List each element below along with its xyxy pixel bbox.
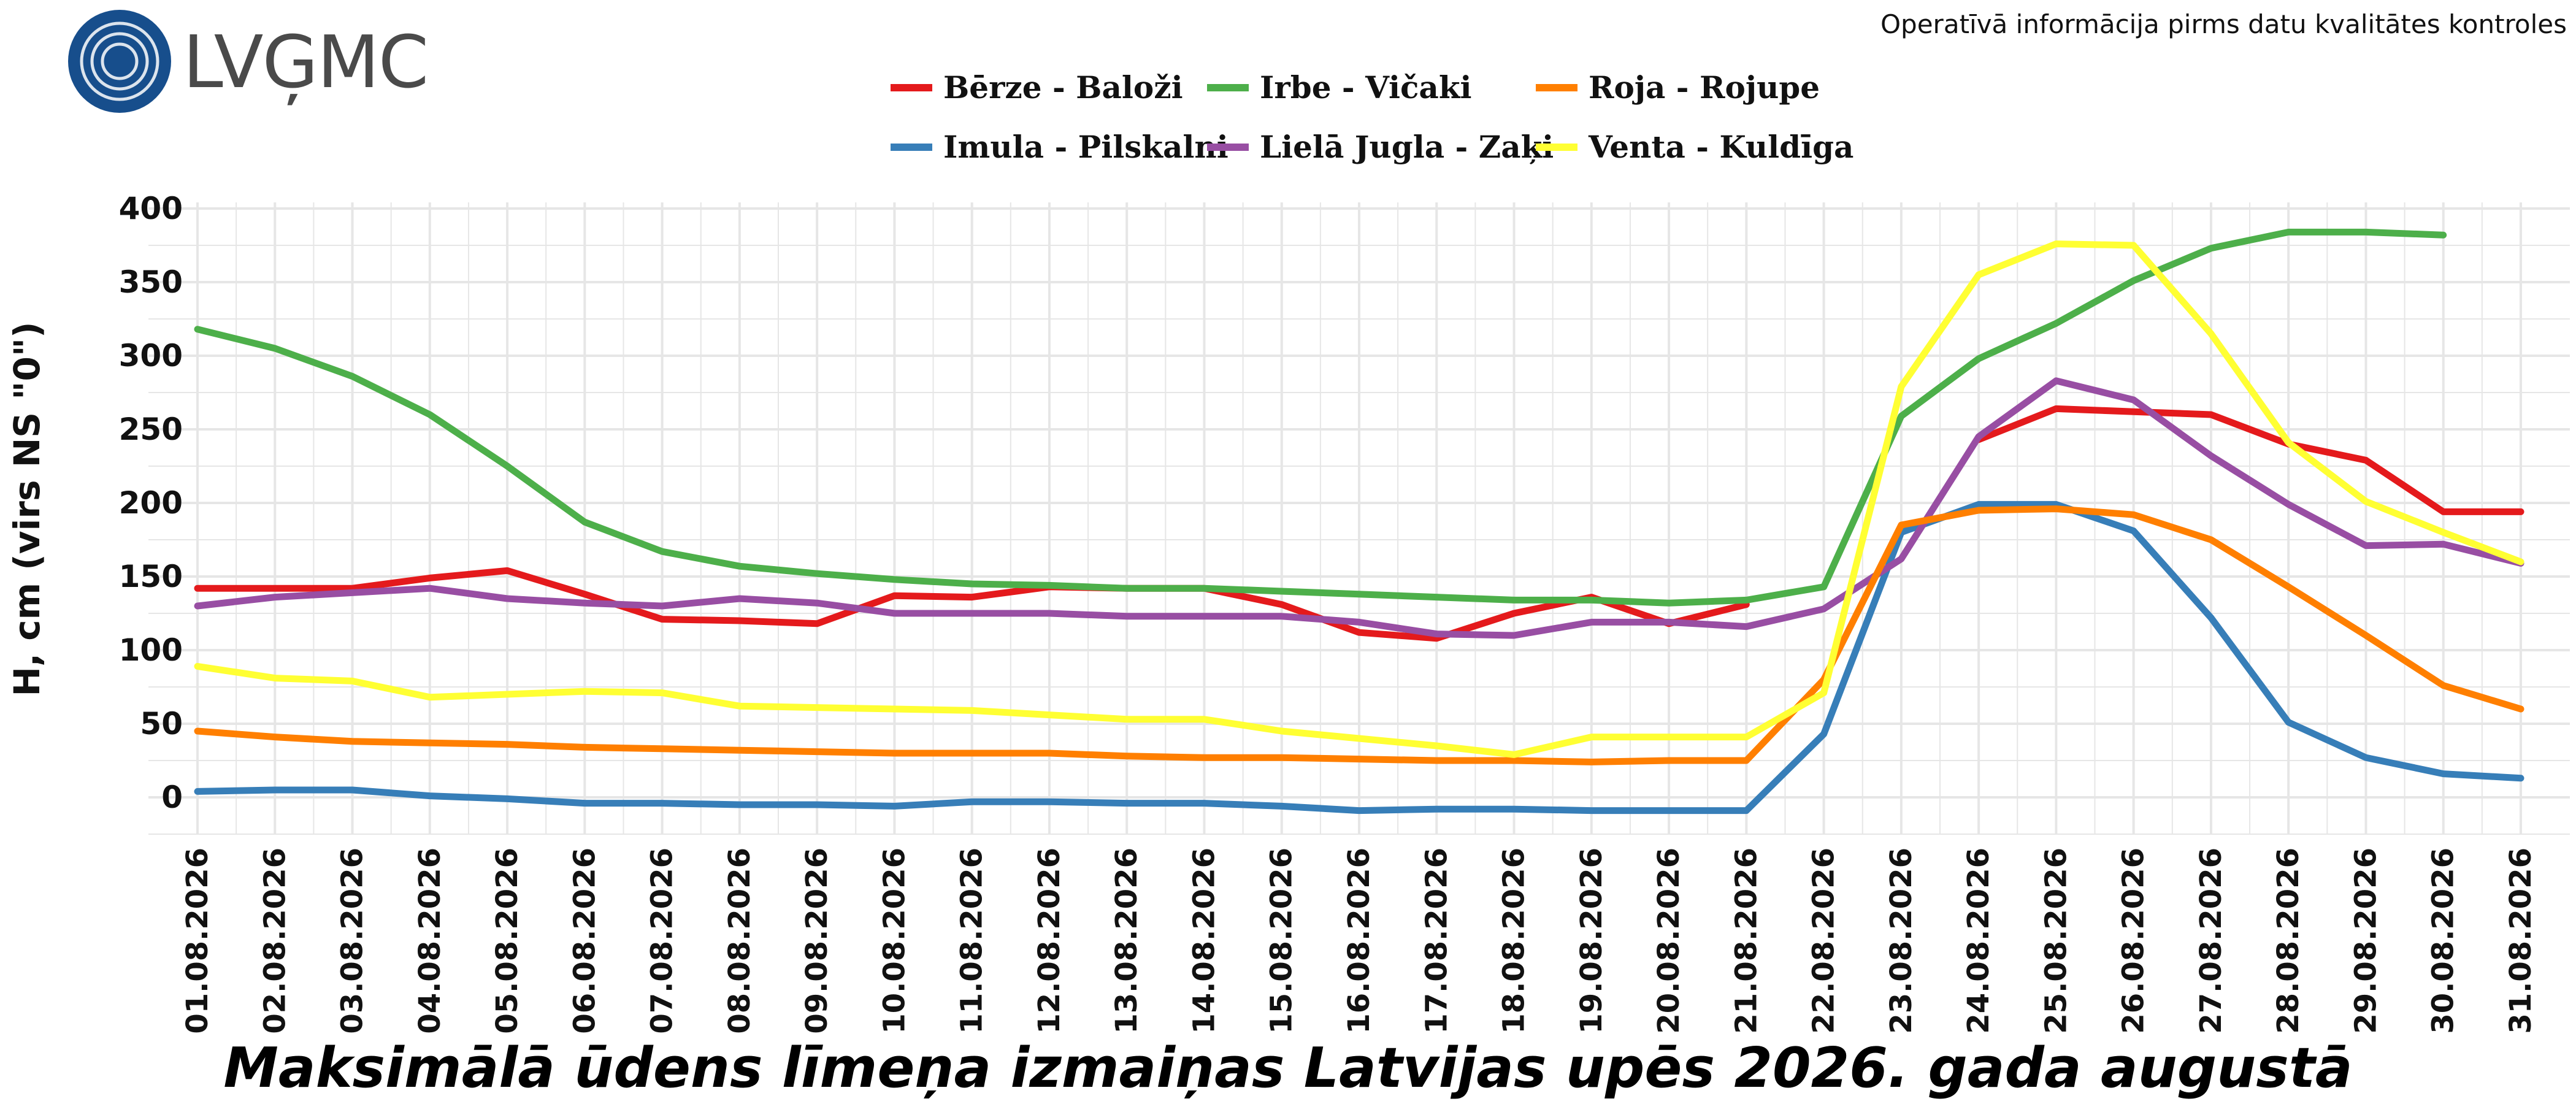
- x-tick-label: 22.08.2026: [1807, 848, 1841, 1034]
- chart-series: [194, 228, 2524, 815]
- x-tick-label: 10.08.2026: [877, 848, 911, 1034]
- x-tick-label: 17.08.2026: [1419, 848, 1454, 1034]
- legend-item: Venta - Kuldīga: [1536, 129, 1853, 165]
- x-tick-label: 28.08.2026: [2271, 848, 2306, 1034]
- y-tick-label: 0: [161, 780, 183, 815]
- legend-item: Imula - Pilskalni: [891, 129, 1229, 165]
- x-tick-label: 15.08.2026: [1265, 848, 1299, 1034]
- legend-label: Bērze - Baloži: [943, 69, 1183, 105]
- x-tick-label: 12.08.2026: [1032, 848, 1067, 1034]
- x-tick-label: 31.08.2026: [2504, 848, 2538, 1034]
- x-tick-label: 23.08.2026: [1884, 848, 1919, 1034]
- x-tick-label: 30.08.2026: [2426, 848, 2461, 1034]
- y-tick-label: 100: [119, 632, 183, 668]
- x-tick-label: 18.08.2026: [1497, 848, 1531, 1034]
- x-tick-label: 04.08.2026: [413, 848, 447, 1034]
- x-tick-label: 01.08.2026: [180, 848, 215, 1034]
- x-tick-label: 08.08.2026: [723, 848, 757, 1034]
- y-axis-label: H, cm (virs NS "0"): [6, 321, 48, 696]
- legend-label: Imula - Pilskalni: [943, 129, 1229, 165]
- series-line-4: [194, 377, 2524, 639]
- x-tick-label: 07.08.2026: [645, 848, 680, 1034]
- x-tick-label: 13.08.2026: [1110, 848, 1144, 1034]
- y-axis: 0 50 100 150 200 250 300 350 400: [119, 191, 183, 815]
- chart-legend: Bērze - Baloži Imula - Pilskalni Irbe - Vi…: [891, 69, 1853, 165]
- y-tick-label: 250: [119, 412, 183, 447]
- y-tick-label: 300: [119, 338, 183, 374]
- legend-label: Venta - Kuldīga: [1588, 129, 1853, 165]
- y-tick-label: 350: [119, 264, 183, 300]
- x-tick-label: 27.08.2026: [2194, 848, 2228, 1034]
- x-tick-label: 25.08.2026: [2039, 848, 2073, 1034]
- y-tick-label: 50: [140, 706, 183, 742]
- x-tick-label: 02.08.2026: [258, 848, 292, 1034]
- x-tick-label: 29.08.2026: [2348, 848, 2383, 1034]
- x-tick-label: 24.08.2026: [1961, 848, 1996, 1034]
- series-line-5: [194, 505, 2524, 765]
- legend-item: Roja - Rojupe: [1536, 69, 1820, 105]
- x-tick-label: 19.08.2026: [1574, 848, 1609, 1034]
- lvgmc-logo: LVĢMC: [68, 10, 429, 113]
- series-line-1: [194, 405, 2524, 642]
- legend-label: Irbe - Vičaki: [1260, 69, 1471, 105]
- x-tick-label: 11.08.2026: [955, 848, 989, 1034]
- series-line-6: [194, 240, 2524, 758]
- x-tick-label: 21.08.2026: [1729, 848, 1763, 1034]
- legend-label: Roja - Rojupe: [1589, 69, 1820, 105]
- legend-item: Irbe - Vičaki: [1207, 69, 1471, 105]
- legend-item: Lielā Jugla - Zaķi: [1207, 129, 1554, 165]
- series-line-3: [194, 228, 2447, 607]
- logo-emblem-icon: [68, 10, 171, 113]
- chart-title: Maksimālā ūdens līmeņa izmaiņas Latvijas…: [223, 1036, 2352, 1100]
- x-tick-label: 09.08.2026: [800, 848, 834, 1034]
- x-tick-label: 05.08.2026: [490, 848, 524, 1034]
- y-tick-label: 400: [119, 191, 183, 226]
- y-tick-label: 200: [119, 485, 183, 521]
- y-tick-label: 150: [119, 559, 183, 594]
- legend-label: Lielā Jugla - Zaķi: [1260, 129, 1554, 165]
- logo-text: LVĢMC: [183, 20, 427, 105]
- x-tick-label: 14.08.2026: [1187, 848, 1221, 1034]
- x-tick-label: 26.08.2026: [2117, 848, 2151, 1034]
- data-quality-notice: Operatīvā informācija pirms datu kvalitā…: [1880, 9, 2567, 39]
- legend-item: Bērze - Baloži: [891, 69, 1183, 105]
- x-tick-label: 20.08.2026: [1652, 848, 1686, 1034]
- x-tick-label: 06.08.2026: [567, 848, 602, 1034]
- x-tick-label: 03.08.2026: [335, 848, 370, 1034]
- series-line-2: [194, 500, 2524, 815]
- x-tick-label: 16.08.2026: [1342, 848, 1376, 1034]
- x-axis: 01.08.2026 02.08.2026 03.08.2026 04.08.2026…: [180, 848, 2538, 1034]
